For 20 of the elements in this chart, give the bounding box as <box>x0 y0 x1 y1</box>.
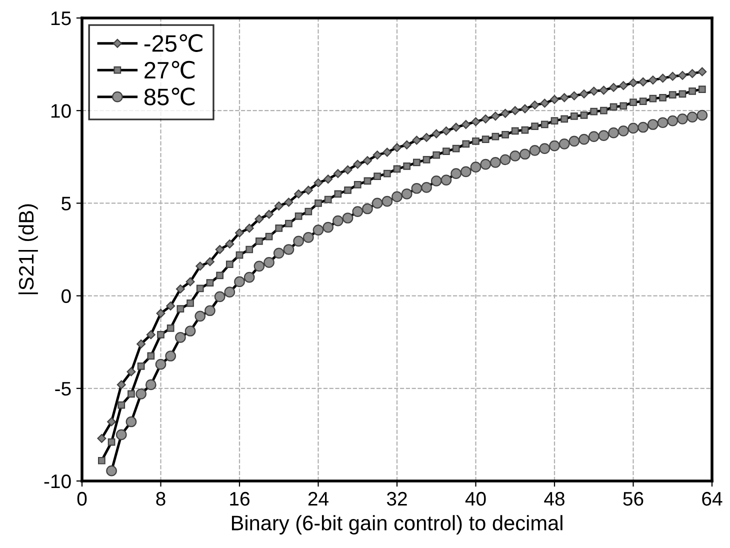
x-tick-label: 0 <box>77 492 87 506</box>
x-tick-label: 64 <box>702 492 722 506</box>
x-tick-label: 8 <box>156 492 166 506</box>
x-tick-label: 32 <box>386 492 407 506</box>
y-tick-label: 5 <box>62 196 71 210</box>
legend-label: 85℃ <box>144 88 195 106</box>
x-tick-label: 24 <box>308 492 328 506</box>
x-axis-title: Binary (6-bit gain control) to decimal <box>232 515 562 535</box>
y-tick-label: 15 <box>51 12 71 26</box>
y-tick-label: 0 <box>62 289 71 304</box>
y-tick-label: 10 <box>51 104 71 118</box>
x-tick-label: 16 <box>230 492 250 506</box>
x-tick-label: 48 <box>544 492 564 506</box>
y-tick-label: -5 <box>55 382 71 396</box>
x-tick-label: 56 <box>623 492 644 506</box>
x-tick-label: 40 <box>465 492 486 506</box>
legend-label: 27℃ <box>144 60 195 79</box>
legend-label: -25℃ <box>144 34 202 52</box>
y-axis-title: |S21| (dB) <box>18 204 38 294</box>
y-tick-label: -10 <box>44 474 71 488</box>
